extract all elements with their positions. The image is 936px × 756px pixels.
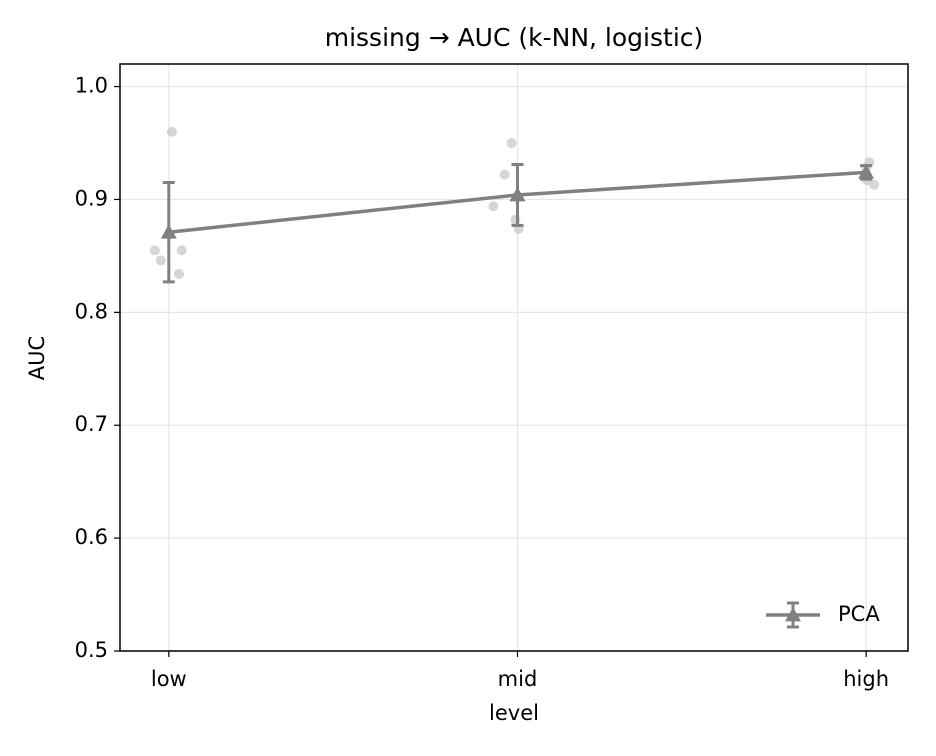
raw-point — [155, 255, 166, 266]
y-tick-label: 1.0 — [75, 74, 108, 98]
x-axis-label: level — [489, 701, 539, 725]
plot-frame — [119, 63, 909, 652]
raw-point — [149, 245, 160, 256]
marker — [858, 164, 875, 179]
y-tick-label: 0.9 — [75, 186, 108, 210]
raw-point — [166, 126, 177, 137]
y-tick-label: 0.7 — [75, 412, 108, 436]
chart-title: missing → AUC (k-NN, logistic) — [325, 23, 704, 52]
y-tick-label: 0.8 — [75, 299, 108, 323]
legend-label: PCA — [838, 602, 880, 626]
marker — [160, 224, 177, 239]
x-tick-label: high — [843, 667, 889, 691]
raw-point — [488, 201, 499, 212]
y-axis-label: AUC — [25, 336, 49, 380]
y-tick-label: 0.5 — [75, 638, 108, 662]
y-tick-label: 0.6 — [75, 525, 108, 549]
legend-marker — [785, 607, 801, 622]
raw-point — [499, 169, 510, 180]
raw-point — [173, 268, 184, 279]
marker — [509, 186, 526, 202]
x-tick-label: low — [151, 667, 187, 691]
raw-point — [176, 245, 187, 256]
raw-point — [869, 179, 880, 190]
raw-point — [506, 138, 517, 149]
x-tick-label: mid — [498, 667, 538, 691]
